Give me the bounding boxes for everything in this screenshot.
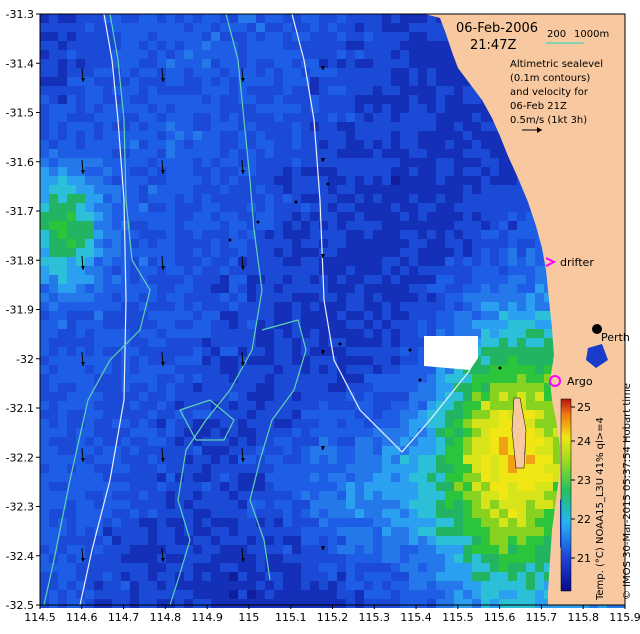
velocity-arrow [321, 546, 325, 551]
velocity-arrow [241, 447, 245, 463]
colorbar-tick-label: 22 [577, 513, 591, 526]
lon-tick-label: 115 [238, 611, 259, 624]
velocity-arrow [498, 366, 502, 370]
lat-tick-label: -32.2 [6, 451, 34, 464]
velocity-arrow [81, 351, 85, 367]
altimetry-contours [43, 13, 471, 606]
description-line-5: 0.5m/s (1kt 3h) [510, 115, 587, 126]
velocity-arrow [321, 350, 325, 355]
velocity-arrow [241, 547, 245, 563]
lat-tick-label: -32.4 [6, 550, 34, 563]
argo-label: Argo [567, 375, 593, 388]
perth-label: Perth [601, 331, 630, 344]
depth-legend-200: 200 [547, 29, 566, 40]
velocity-arrow [321, 254, 325, 259]
velocity-arrows [81, 66, 502, 563]
velocity-arrow [294, 200, 298, 204]
lat-tick-label: -31.4 [6, 57, 34, 70]
colorbar-tick-label: 23 [577, 474, 591, 487]
velocity-arrow [338, 342, 342, 346]
velocity-arrow [241, 255, 245, 271]
header-date: 06-Feb-2006 [456, 21, 538, 36]
lat-tick-label: -32 [16, 353, 34, 366]
lon-tick-label: 114.6 [66, 611, 98, 624]
velocity-arrow [321, 446, 325, 451]
lon-tick-label: 114.5 [24, 611, 56, 624]
lon-tick-label: 115.7 [526, 611, 558, 624]
lon-tick-label: 115.5 [442, 611, 474, 624]
lon-tick-label: 114.8 [150, 611, 182, 624]
perth-marker [592, 324, 602, 334]
velocity-arrow [408, 348, 412, 352]
garden-island [511, 397, 527, 469]
colorbar-tick-label: 24 [577, 435, 591, 448]
velocity-arrow [161, 447, 165, 463]
colorbar [560, 398, 572, 592]
velocity-arrow [81, 159, 85, 175]
velocity-arrow [321, 158, 325, 163]
velocity-arrow [241, 159, 245, 175]
lon-tick-label: 114.7 [108, 611, 140, 624]
colorbar-tick-label: 25 [577, 401, 591, 414]
description-line-3: and velocity for [510, 87, 589, 98]
lon-tick-label: 115.3 [359, 611, 391, 624]
velocity-arrow [81, 547, 85, 563]
velocity-arrow [256, 220, 260, 224]
reference-arrow [522, 127, 542, 133]
velocity-arrow [161, 67, 165, 83]
land-mass [425, 14, 625, 605]
description-line-4: 06-Feb 21Z [510, 101, 567, 112]
lat-tick-label: -32.5 [6, 599, 34, 612]
header-time: 21:47Z [470, 38, 516, 53]
lon-tick-label: 115.9 [609, 611, 640, 624]
velocity-arrow [321, 66, 325, 71]
lat-tick-label: -32.1 [6, 402, 34, 415]
axis-ticks: -31.3 -31.4 -31.5 -31.6 -31.7 -31.8 -31.9 -32 -3… [6, 8, 640, 624]
velocity-arrow [81, 447, 85, 463]
velocity-arrow [418, 378, 422, 382]
lat-tick-label: -31.5 [6, 107, 34, 120]
velocity-arrow [228, 238, 232, 242]
lat-tick-label: -32.3 [6, 501, 34, 514]
lon-tick-label: 115.8 [567, 611, 599, 624]
lon-tick-label: 115.4 [400, 611, 432, 624]
lat-tick-label: -31.6 [6, 156, 34, 169]
depth-legend-1000: 1000m [574, 29, 609, 40]
velocity-arrow [241, 67, 245, 83]
lon-tick-label: 115.6 [484, 611, 516, 624]
velocity-arrow [161, 547, 165, 563]
description-line-1: Altimetric sealevel [510, 59, 603, 70]
colorbar-ticks: 25 24 23 22 21 [571, 401, 591, 565]
velocity-arrow [161, 255, 165, 271]
cloud-mask [424, 336, 478, 370]
drifter-marker [545, 257, 557, 267]
lat-tick-label: -31.9 [6, 304, 34, 317]
velocity-arrow [241, 351, 245, 367]
lon-tick-label: 115.2 [317, 611, 349, 624]
lon-tick-label: 114.9 [191, 611, 223, 624]
lon-tick-label: 115.1 [275, 611, 307, 624]
velocity-arrow [81, 255, 85, 271]
credit-text: © IMOS 30-Mar-2015 05:37:54 Hobart time [622, 383, 633, 600]
colorbar-tick-label: 21 [577, 552, 591, 565]
velocity-arrow [81, 67, 85, 83]
lat-tick-label: -31.8 [6, 254, 34, 267]
estuary-water [586, 344, 608, 368]
argo-marker [549, 375, 561, 387]
velocity-arrow [161, 159, 165, 175]
colorbar-label: Temp. (°C) NOAA15_L3U 41% ql>=4 [595, 417, 606, 601]
lat-tick-label: -31.7 [6, 205, 34, 218]
drifter-label: drifter [560, 256, 594, 269]
velocity-arrow [326, 182, 330, 186]
description-line-2: (0.1m contours) [510, 73, 590, 84]
lat-tick-label: -31.3 [6, 8, 34, 21]
velocity-arrow [161, 351, 165, 367]
